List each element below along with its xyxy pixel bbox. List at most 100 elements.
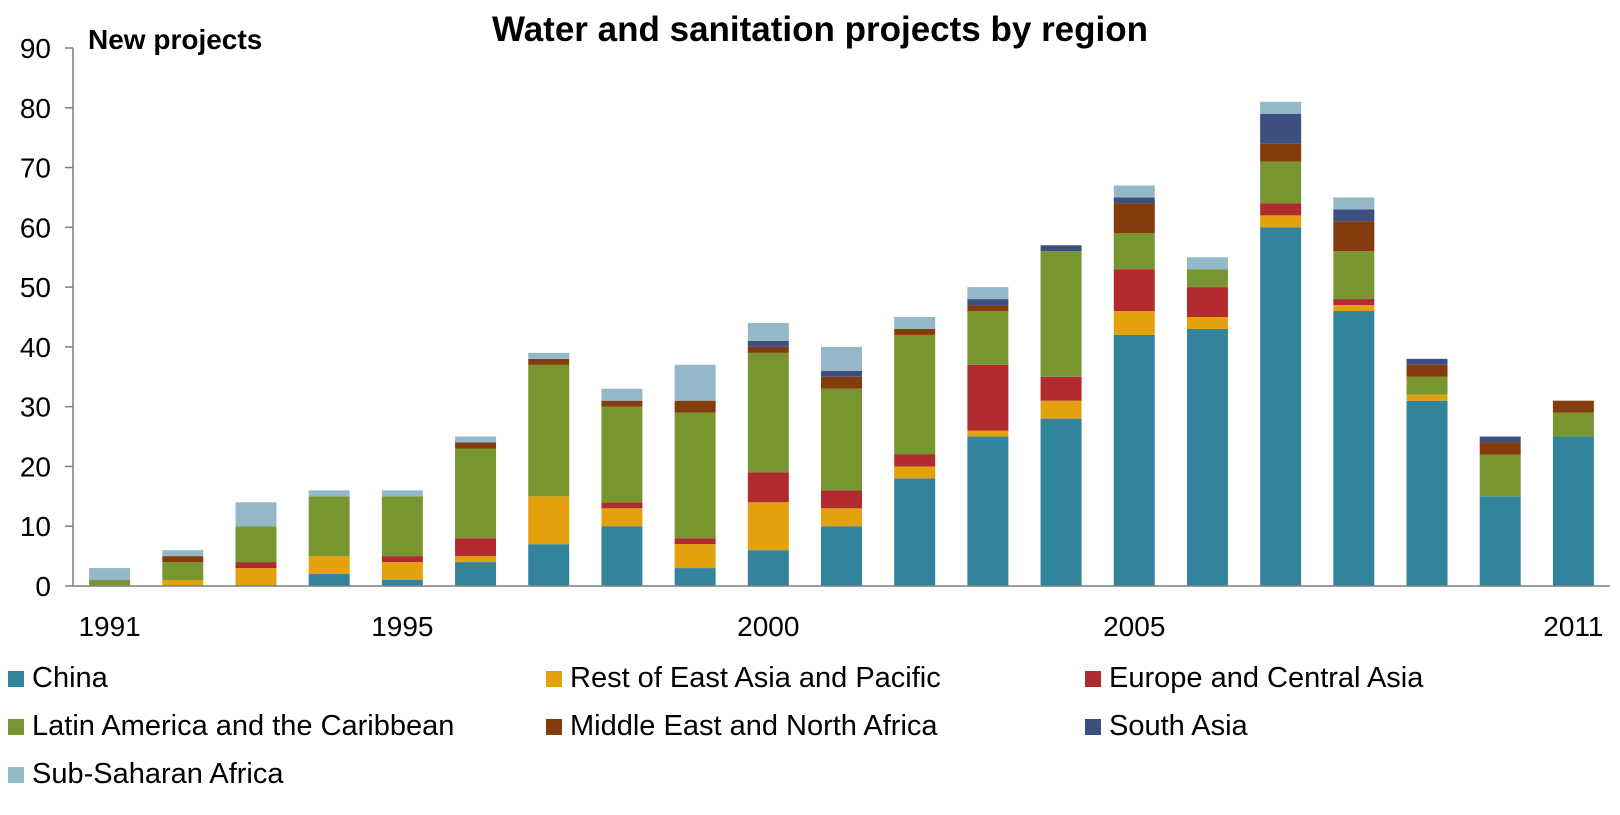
bar-segment xyxy=(821,376,862,389)
bar-segment xyxy=(1333,209,1375,222)
legend-label: Latin America and the Caribbean xyxy=(32,710,455,742)
bar-segment xyxy=(894,317,936,329)
y-tick-label: 20 xyxy=(20,451,51,482)
bar-segment xyxy=(1113,185,1155,198)
x-tick-label: 2000 xyxy=(737,611,799,640)
legend-item: Latin America and the Caribbean xyxy=(8,710,454,743)
x-tick-label: 2005 xyxy=(1103,611,1165,640)
bar-segment xyxy=(1552,412,1594,437)
bar-segment xyxy=(894,478,936,586)
bar-segment xyxy=(1040,418,1082,586)
bar-segment xyxy=(1186,287,1228,317)
bar-segment xyxy=(455,436,497,443)
bar-segment xyxy=(162,556,204,563)
bar-segment xyxy=(1040,376,1082,401)
bar-segment xyxy=(162,580,204,586)
bar-segment xyxy=(1186,328,1228,586)
bar-segment xyxy=(747,340,789,347)
bar-segment xyxy=(162,550,204,557)
bar-segment xyxy=(1406,394,1448,401)
bar-segment xyxy=(381,562,423,581)
y-tick-label: 80 xyxy=(20,93,51,124)
y-tick-label: 50 xyxy=(20,272,51,303)
bar-segment xyxy=(528,544,570,586)
legend-item: Europe and Central Asia xyxy=(1085,662,1423,695)
legend-swatch xyxy=(546,718,562,735)
bar-segment xyxy=(1113,197,1155,204)
legend-label: South Asia xyxy=(1109,710,1248,742)
y-tick-label: 30 xyxy=(20,392,51,423)
bar-segment xyxy=(894,334,936,455)
bar-segment xyxy=(1186,269,1228,288)
bar-segment xyxy=(1406,376,1448,395)
bar-segment xyxy=(1552,400,1594,413)
y-tick-label: 10 xyxy=(20,511,51,542)
legend-swatch xyxy=(8,670,24,687)
bar-segment xyxy=(674,364,716,401)
bar-segment xyxy=(1333,221,1375,252)
bar-segment xyxy=(455,538,497,557)
y-tick-label: 40 xyxy=(20,332,51,363)
bar-segment xyxy=(747,346,789,353)
bar-segment xyxy=(235,562,277,569)
legend-label: Sub-Saharan Africa xyxy=(32,758,284,790)
bar-segment xyxy=(1479,442,1521,455)
bar-segment xyxy=(1260,215,1302,228)
bar-segment xyxy=(674,544,716,569)
bar-segment xyxy=(821,346,862,371)
bar-segment xyxy=(601,502,643,509)
bar-segment xyxy=(1260,161,1302,204)
legend-item: Rest of East Asia and Pacific xyxy=(546,662,941,695)
y-axis-title: New projects xyxy=(88,24,263,55)
legend-swatch xyxy=(8,718,24,735)
bar-segment xyxy=(1479,496,1521,586)
bar-segment xyxy=(89,580,131,586)
legend-swatch xyxy=(8,766,24,783)
bar-segment xyxy=(821,490,862,509)
bar-segment xyxy=(89,568,131,581)
bar-segment xyxy=(455,442,497,449)
legend-item: Sub-Saharan Africa xyxy=(8,758,283,791)
bar-segment xyxy=(381,496,423,557)
chart-title: Water and sanitation projects by region xyxy=(491,10,1149,49)
x-tick-label: 1995 xyxy=(371,611,433,640)
bar-segment xyxy=(1113,311,1155,335)
y-tick-label: 70 xyxy=(20,153,51,184)
bar-segment xyxy=(308,490,350,497)
bar-segment xyxy=(1552,436,1594,586)
bar-segment xyxy=(601,526,643,586)
bar-segment xyxy=(235,502,277,527)
bar-segment xyxy=(674,538,716,545)
bar-segment xyxy=(308,496,350,557)
bar-segment xyxy=(235,568,277,586)
bar-segment xyxy=(601,388,643,401)
bar-segment xyxy=(455,556,497,563)
bar-segment xyxy=(967,311,1009,365)
bar-segment xyxy=(1040,251,1082,377)
bar-segment xyxy=(821,526,862,586)
bar-segment xyxy=(747,352,789,473)
bar-segment xyxy=(1260,101,1302,114)
bar-segment xyxy=(528,358,570,365)
legend-label: China xyxy=(32,662,108,694)
y-tick-label: 90 xyxy=(20,33,51,64)
legend-item: Middle East and North Africa xyxy=(546,710,938,743)
bar-segment xyxy=(967,305,1009,312)
bar-segment xyxy=(1260,227,1302,587)
bar-segment xyxy=(747,550,789,586)
bar-segment xyxy=(1040,245,1082,252)
bar-segment xyxy=(381,580,423,586)
bar-segment xyxy=(381,490,423,497)
x-tick-label: 1991 xyxy=(78,611,140,640)
bar-segment xyxy=(601,406,643,503)
bar-segment xyxy=(162,562,204,581)
bar-segment xyxy=(1333,197,1375,210)
bar-segment xyxy=(1113,269,1155,312)
legend-swatch xyxy=(1085,718,1101,735)
bar-segment xyxy=(528,352,570,359)
bar-segment xyxy=(1113,203,1155,234)
bar-segment xyxy=(455,562,497,586)
bar-segment xyxy=(1260,143,1302,162)
bar-segment xyxy=(894,466,936,479)
bar-segment xyxy=(821,508,862,527)
